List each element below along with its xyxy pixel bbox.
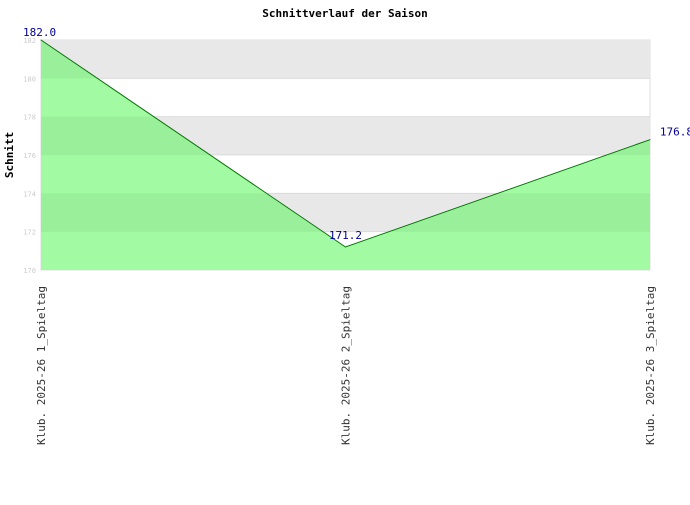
x-tick-label: Klub. 2025-26 1_Spieltag <box>35 286 48 445</box>
data-point <box>649 139 651 141</box>
y-tick-label: 170 <box>23 267 36 275</box>
chart-title: Schnittverlauf der Saison <box>262 7 428 20</box>
y-tick-label: 178 <box>23 114 36 122</box>
y-tick-label: 174 <box>23 190 36 198</box>
grid-band-overlay <box>41 116 650 155</box>
data-point <box>345 246 346 248</box>
data-point <box>40 39 42 41</box>
y-axis-label: Schnitt <box>3 132 16 178</box>
x-tick-label: Klub. 2025-26 2_Spieltag <box>340 286 353 445</box>
y-tick-label: 172 <box>23 229 36 237</box>
area-fill <box>41 40 650 270</box>
data-label: 176.8 <box>660 126 690 139</box>
grid-band-overlay <box>41 40 650 79</box>
data-label: 171.2 <box>329 229 362 242</box>
y-tick-label: 180 <box>23 75 36 83</box>
grid-band-overlay <box>41 193 650 232</box>
y-tick-label: 176 <box>23 152 36 160</box>
x-tick-label: Klub. 2025-26 3_Spieltag <box>644 286 657 445</box>
grid-band <box>41 40 650 79</box>
y-tick-label: 182 <box>23 37 36 45</box>
data-label: 182.0 <box>23 26 56 39</box>
